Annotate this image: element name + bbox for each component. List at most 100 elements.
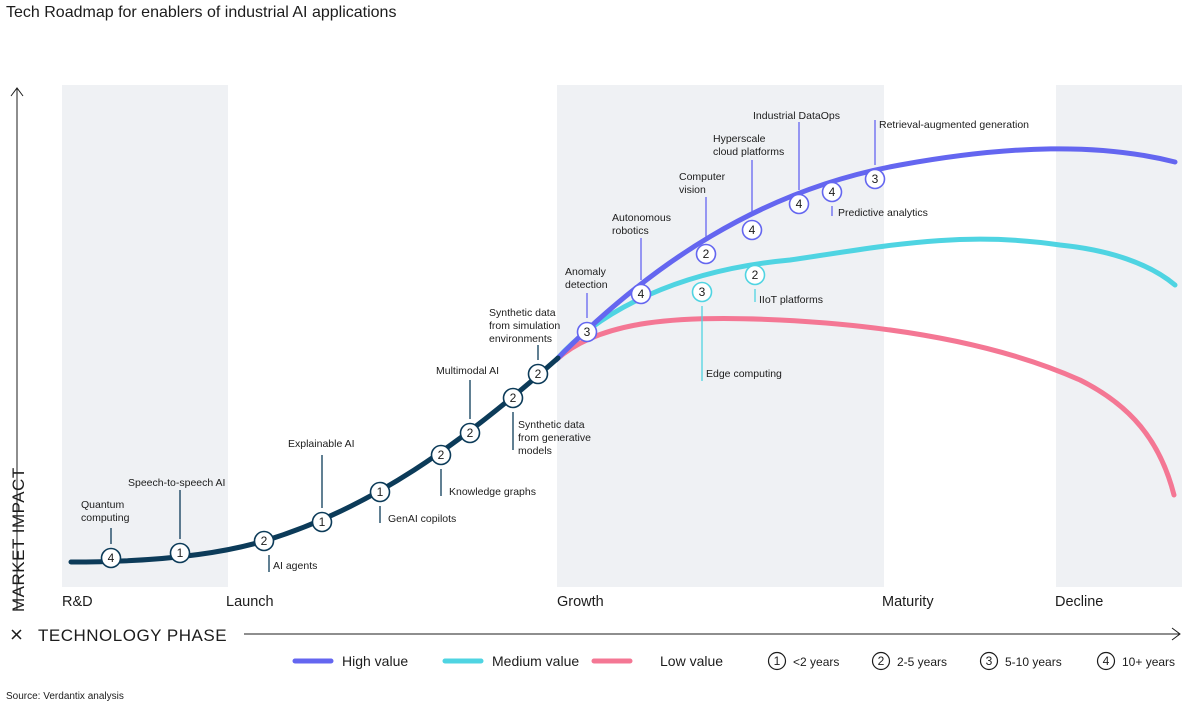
tech-label: Hyperscale (713, 133, 766, 145)
year-marker-value: 1 (177, 546, 184, 560)
tech-label: cloud platforms (713, 146, 784, 158)
tech-label: Autonomous (612, 212, 671, 224)
tech-label: Retrieval-augmented generation (879, 119, 1029, 131)
legend-medium-value: Medium value (442, 653, 579, 669)
tech-label: from simulation (489, 320, 560, 332)
year-marker-value: 1 (319, 515, 326, 529)
phase-label-growth: Growth (557, 594, 604, 610)
tech-label: robotics (612, 225, 649, 237)
tech-label: models (518, 445, 552, 457)
time-legend-3: 3 5-10 years (979, 651, 1062, 671)
tech-label: AI agents (273, 560, 317, 572)
year-marker-value: 3 (584, 325, 591, 339)
year-marker-value: 1 (377, 485, 384, 499)
x-axis-label: TECHNOLOGY PHASE (38, 626, 227, 645)
year-marker-value: 2 (261, 534, 268, 548)
year-marker: 2 (527, 363, 549, 385)
year-marker-circle (459, 422, 481, 444)
time-legend-value: 4 (1103, 654, 1110, 668)
tech-label: Synthetic data (518, 419, 585, 431)
year-marker: 2 (502, 387, 524, 409)
y-axis-arrow-icon (10, 87, 24, 97)
tech-label: GenAI copilots (388, 513, 456, 525)
year-marker: 4 (100, 547, 122, 569)
legend-low-value: Low value (591, 653, 723, 669)
tech-label: Computer (679, 171, 726, 183)
chart-title: Tech Roadmap for enablers of industrial … (6, 4, 397, 21)
year-marker-value: 4 (749, 223, 756, 237)
year-marker-value: 4 (796, 197, 803, 211)
tech-label: Anomaly (565, 266, 607, 278)
tech-label: Multimodal AI (436, 365, 499, 377)
tech-label: Explainable AI (288, 438, 355, 450)
phase-label-r-d: R&D (62, 594, 93, 610)
tech-label: Predictive analytics (838, 207, 928, 219)
phase-label-decline: Decline (1055, 594, 1103, 610)
year-marker-circle (788, 193, 810, 215)
year-marker-value: 4 (638, 287, 645, 301)
year-marker: 2 (459, 422, 481, 444)
tech-retrieval-augmented-generation: Retrieval-augmented generation 3 (864, 119, 1029, 190)
year-marker-value: 4 (829, 185, 836, 199)
time-legend-label: 5-10 years (1005, 655, 1062, 669)
year-marker-circle (695, 243, 717, 265)
tech-label: computing (81, 512, 130, 524)
phase-band-2 (557, 85, 884, 587)
tech-knowledge-graphs: Knowledge graphs 2 (430, 444, 536, 498)
year-marker-value: 2 (752, 268, 759, 282)
year-marker: 4 (630, 283, 652, 305)
x-axis-arrow-icon (1171, 627, 1181, 641)
tech-label: Quantum (81, 499, 124, 511)
tech-ai-agents: AI agents 2 (253, 530, 317, 572)
tech-multimodal-ai: Multimodal AI 2 (436, 365, 499, 444)
tech-label: from generative (518, 432, 591, 444)
year-marker: 4 (788, 193, 810, 215)
time-legend-circle (767, 651, 787, 671)
year-marker: 2 (744, 264, 766, 286)
year-marker-circle (744, 264, 766, 286)
tech-label: vision (679, 184, 706, 196)
year-marker-circle (502, 387, 524, 409)
year-marker: 3 (576, 321, 598, 343)
tech-speech-to-speech-ai: Speech-to-speech AI 1 (128, 477, 225, 564)
curve-low-value (553, 315, 1177, 498)
tech-label: Knowledge graphs (449, 486, 536, 498)
time-legend-value: 2 (878, 654, 885, 668)
year-marker-value: 2 (703, 247, 710, 261)
year-marker: 4 (821, 181, 843, 203)
year-marker-value: 2 (535, 367, 542, 381)
year-marker-circle (821, 181, 843, 203)
year-marker: 1 (311, 511, 333, 533)
year-marker-value: 3 (872, 172, 879, 186)
year-marker-circle (691, 281, 713, 303)
year-marker-circle (430, 444, 452, 466)
time-legend-4: 4 10+ years (1096, 651, 1175, 671)
axis-origin-cross-icon (11, 629, 22, 640)
year-marker: 3 (691, 281, 713, 303)
year-marker: 3 (864, 168, 886, 190)
phase-band-3 (1056, 85, 1182, 587)
year-marker-circle (527, 363, 549, 385)
time-legend-circle (871, 651, 891, 671)
curve-emerging (68, 355, 561, 565)
tech-label: Speech-to-speech AI (128, 477, 225, 489)
year-marker: 1 (169, 542, 191, 564)
year-marker-circle (253, 530, 275, 552)
year-marker-value: 2 (510, 391, 517, 405)
time-legend-1: 1 <2 years (767, 651, 839, 671)
year-marker-circle (169, 542, 191, 564)
year-marker-value: 3 (699, 285, 706, 299)
legend-label: High value (342, 653, 408, 669)
time-legend-label: 10+ years (1122, 655, 1175, 669)
tech-label: Edge computing (706, 368, 782, 380)
time-legend-label: <2 years (793, 655, 839, 669)
year-marker: 2 (430, 444, 452, 466)
tech-label: detection (565, 279, 608, 291)
